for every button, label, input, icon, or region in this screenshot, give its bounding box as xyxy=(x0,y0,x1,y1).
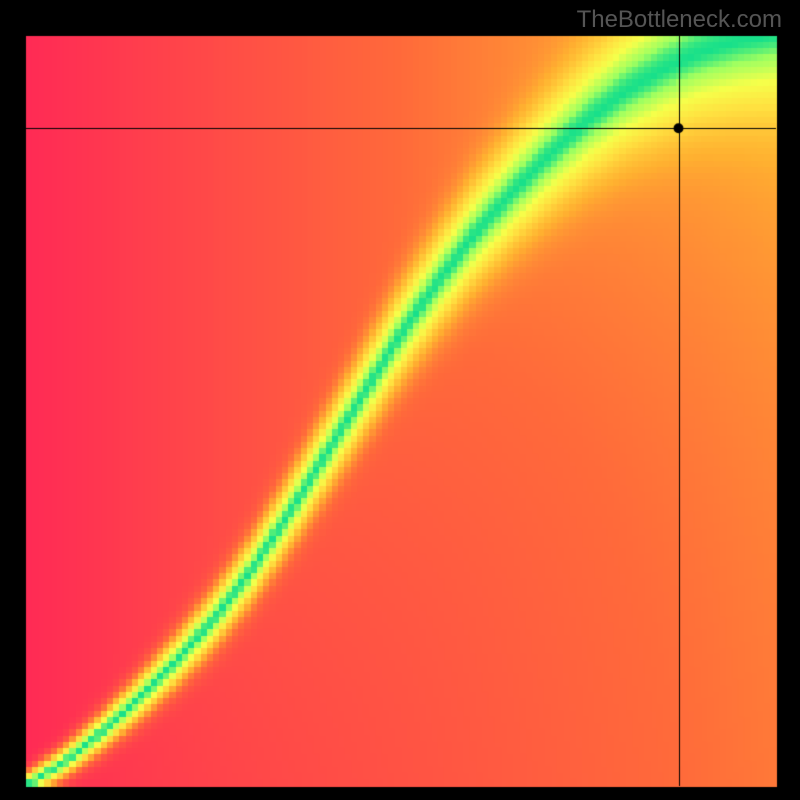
chart-container: TheBottleneck.com xyxy=(0,0,800,800)
bottleneck-heatmap xyxy=(0,0,800,800)
watermark-text: TheBottleneck.com xyxy=(577,6,782,34)
